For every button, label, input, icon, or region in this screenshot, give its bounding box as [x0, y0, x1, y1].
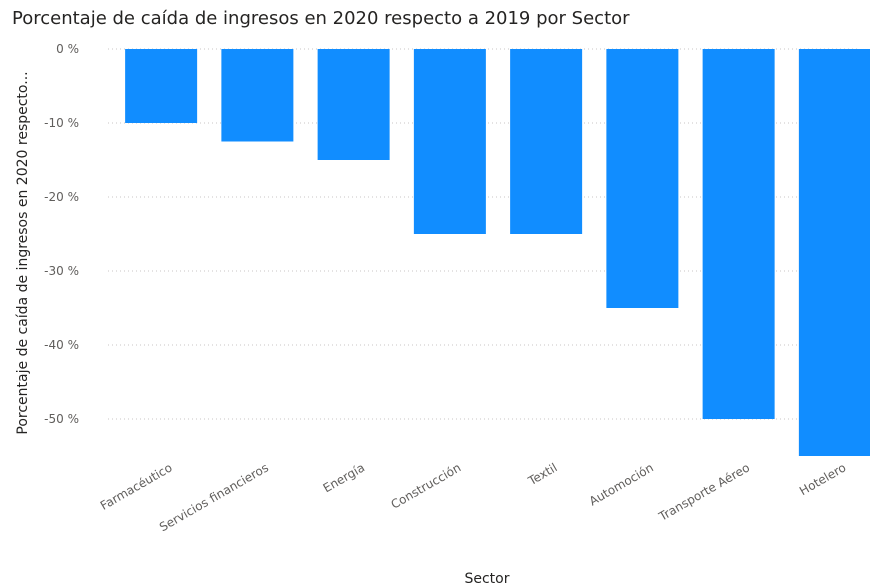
- chart-title: Porcentaje de caída de ingresos en 2020 …: [12, 8, 630, 29]
- x-tick-label: Textil: [525, 460, 560, 488]
- y-tick-label: -50 %: [44, 412, 79, 426]
- x-tick-label: Farmacéutico: [98, 460, 175, 512]
- y-axis-ticks: 0 % -10 % -20 % -30 % -40 % -50 %: [44, 42, 79, 426]
- y-tick-label: -20 %: [44, 190, 79, 204]
- bar[interactable]: [606, 49, 679, 308]
- x-tick-label: Construcción: [389, 460, 464, 511]
- x-tick-label: Transporte Aéreo: [656, 460, 752, 524]
- bar[interactable]: [221, 49, 294, 142]
- bar[interactable]: [510, 49, 583, 234]
- x-axis-title: Sector: [464, 571, 509, 587]
- bar[interactable]: [702, 49, 775, 419]
- y-tick-label: -10 %: [44, 116, 79, 130]
- x-tick-label: Energía: [321, 460, 367, 495]
- x-tick-label: Hotelero: [797, 460, 848, 498]
- bar[interactable]: [798, 49, 870, 456]
- x-tick-label: Automoción: [587, 460, 656, 508]
- y-axis-title: Porcentaje de caída de ingresos en 2020 …: [15, 71, 31, 434]
- bars: [125, 49, 870, 456]
- y-tick-label: -30 %: [44, 264, 79, 278]
- bar[interactable]: [413, 49, 486, 234]
- x-tick-label: Servicios financieros: [157, 460, 271, 534]
- y-tick-label: -40 %: [44, 338, 79, 352]
- bar[interactable]: [317, 49, 390, 160]
- y-tick-label: 0 %: [56, 42, 79, 56]
- bar[interactable]: [125, 49, 198, 123]
